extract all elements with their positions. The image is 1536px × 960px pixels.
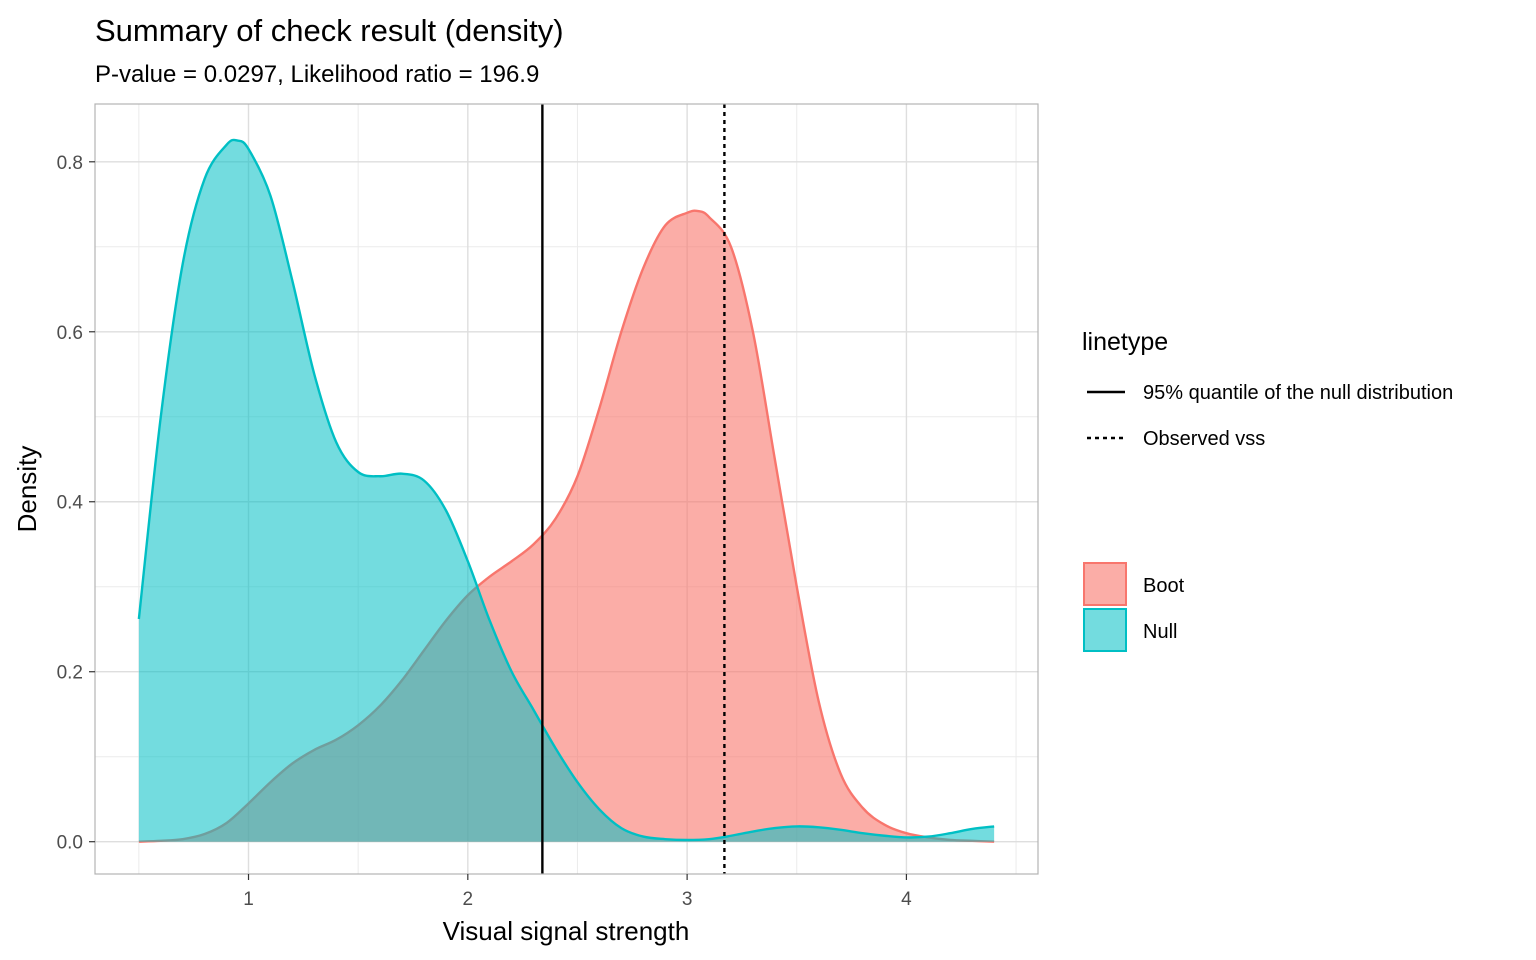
y-tick-label: 0.6 xyxy=(57,323,83,344)
legend-key-boot xyxy=(1083,562,1127,606)
density-line-null xyxy=(137,138,995,842)
chart-subtitle: P-value = 0.0297, Likelihood ratio = 196… xyxy=(95,61,539,88)
y-axis-title: Density xyxy=(12,446,42,533)
legend-label-boot: Boot xyxy=(1143,575,1185,597)
linetype-legend: linetype 95% quantile of the null distri… xyxy=(1082,328,1453,450)
legend-label-observed: Observed vss xyxy=(1143,428,1265,450)
legend-label-null: Null xyxy=(1143,621,1177,643)
y-tick-label: 0.0 xyxy=(57,833,83,854)
density-areas xyxy=(137,138,995,843)
density-area-null xyxy=(138,139,995,842)
reference-lines xyxy=(541,104,726,874)
y-tick-label: 0.4 xyxy=(57,493,84,514)
linetype-legend-title: linetype xyxy=(1082,328,1168,356)
chart-title: Summary of check result (density) xyxy=(95,13,564,48)
axis-ticks: 1 2 3 4 0.0 0.2 0.4 0.6 0.8 xyxy=(57,153,913,910)
fill-legend: Boot Null xyxy=(1083,562,1185,652)
x-tick-label: 3 xyxy=(682,889,693,910)
y-tick-label: 0.2 xyxy=(57,663,83,684)
legend-key-null xyxy=(1083,608,1127,652)
plot-panel-border xyxy=(94,103,1039,875)
x-tick-label: 2 xyxy=(463,889,474,910)
x-axis-title: Visual signal strength xyxy=(443,916,690,946)
legend-label-quantile: 95% quantile of the null distribution xyxy=(1143,382,1453,404)
y-tick-label: 0.8 xyxy=(57,153,83,174)
x-tick-label: 1 xyxy=(243,889,254,910)
x-tick-label: 4 xyxy=(901,889,912,910)
density-area-boot xyxy=(138,210,995,842)
